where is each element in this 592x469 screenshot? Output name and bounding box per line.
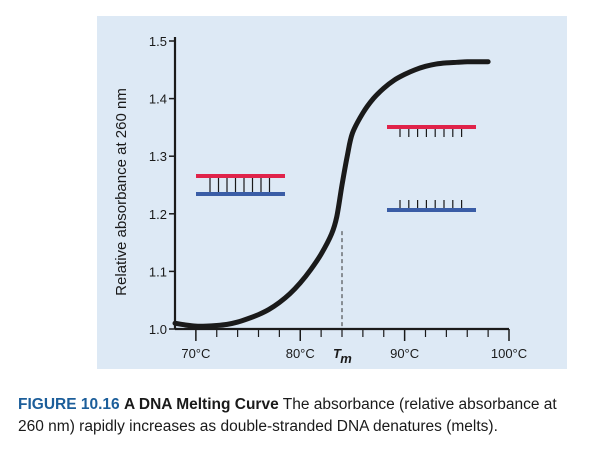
figure-label: FIGURE 10.16 (18, 396, 120, 413)
y-tick-label: 1.0 (149, 322, 167, 337)
y-tick-label: 1.5 (149, 34, 167, 49)
dsdna-red-strand (196, 174, 285, 178)
plot-background (97, 16, 567, 369)
tm-subscript: m (340, 351, 352, 366)
ssdna-blue-strand (387, 208, 476, 212)
caption-text: The absorbance (relative absorbance at 2… (18, 396, 557, 435)
ssdna-red-strand (387, 125, 476, 129)
x-tick-label: 80°C (286, 346, 315, 361)
y-tick-label: 1.1 (149, 264, 167, 279)
x-tick-label: 100°C (491, 346, 527, 361)
tm-label: T (333, 346, 342, 361)
dsdna-blue-strand (196, 192, 285, 196)
x-tick-label: 70°C (181, 346, 210, 361)
melting-curve-line (172, 59, 491, 329)
y-axis-title: Relative absorbance at 260 nm (113, 88, 130, 296)
figure-title: A DNA Melting Curve (123, 396, 279, 413)
y-tick-label: 1.2 (149, 207, 167, 222)
y-tick-label: 1.3 (149, 149, 167, 164)
figure-caption: FIGURE 10.16 A DNA Melting Curve The abs… (18, 394, 578, 438)
x-tick-label: 90°C (390, 346, 419, 361)
y-tick-label: 1.4 (149, 92, 167, 107)
